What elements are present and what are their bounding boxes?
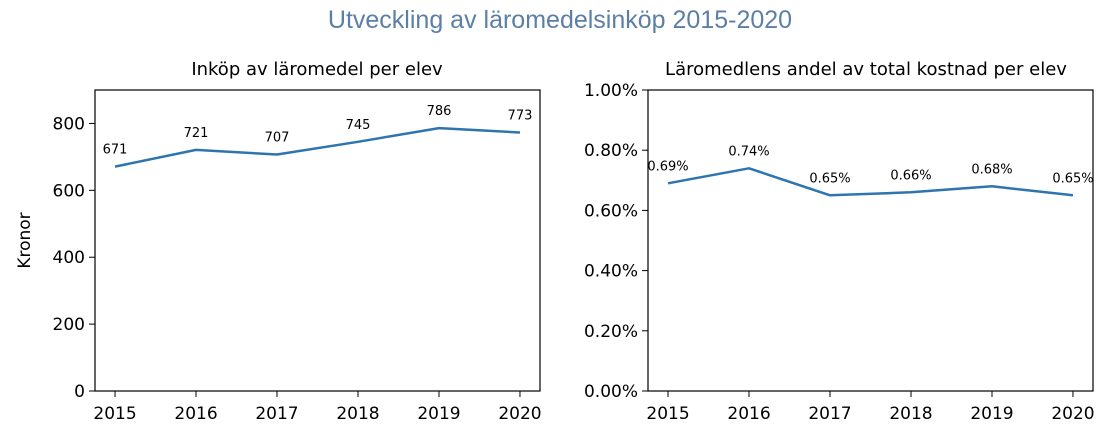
y-tick-label: 200 [53,315,85,335]
y-tick-label: 0.60% [584,201,638,221]
chart-kronor-per-elev: Inköp av läromedel per elev Kronor 0 200 400… [15,59,542,424]
x-tick-label: 2015 [646,404,689,424]
y-tick-label: 0.00% [584,382,638,402]
x-tick-label: 2018 [336,404,379,424]
data-label: 707 [265,131,290,146]
chart-andel-av-kostnad: Läromedlens andel av total kostnad per e… [584,59,1095,424]
x-tick-label: 2017 [808,404,851,424]
y-tick-label: 0.40% [584,262,638,282]
data-label: 745 [346,118,371,133]
x-tick-label: 2020 [498,404,541,424]
data-label: 0.65% [1052,171,1093,186]
data-label: 0.74% [728,144,769,159]
x-tick-label: 2016 [727,404,770,424]
series-line [114,126,521,168]
x-tick-label: 2020 [1051,404,1094,424]
x-tick-label: 2017 [255,404,298,424]
y-tick-label: 800 [53,114,85,134]
x-tick-label: 2018 [889,404,932,424]
data-label: 0.68% [971,162,1012,177]
x-tick-label: 2015 [93,404,136,424]
y-tick-label: 0.80% [584,141,638,161]
x-tick-label: 2019 [970,404,1013,424]
y-tick-label: 400 [53,248,85,268]
data-label: 773 [508,108,533,123]
y-tick-label: 600 [53,181,85,201]
x-tick-label: 2016 [174,404,217,424]
plot-frame [94,89,541,392]
y-axis-label: Kronor [15,212,35,268]
data-label: 0.66% [890,168,931,183]
axis-title: Inköp av läromedel per elev [191,59,443,80]
data-label: 786 [427,104,452,119]
series-line [667,167,1074,197]
data-label: 0.69% [647,159,688,174]
data-label: 0.65% [809,171,850,186]
data-label: 721 [184,126,209,141]
axis-title: Läromedlens andel av total kostnad per e… [665,59,1067,80]
plot-frame [647,89,1094,392]
y-tick-label: 0 [74,382,85,402]
figure-title: Utveckling av läromedelsinköp 2015-2020 [327,6,793,34]
data-label: 671 [103,143,128,158]
y-tick-label: 0.20% [584,322,638,342]
y-tick-label: 1.00% [584,81,638,101]
x-tick-label: 2019 [417,404,460,424]
